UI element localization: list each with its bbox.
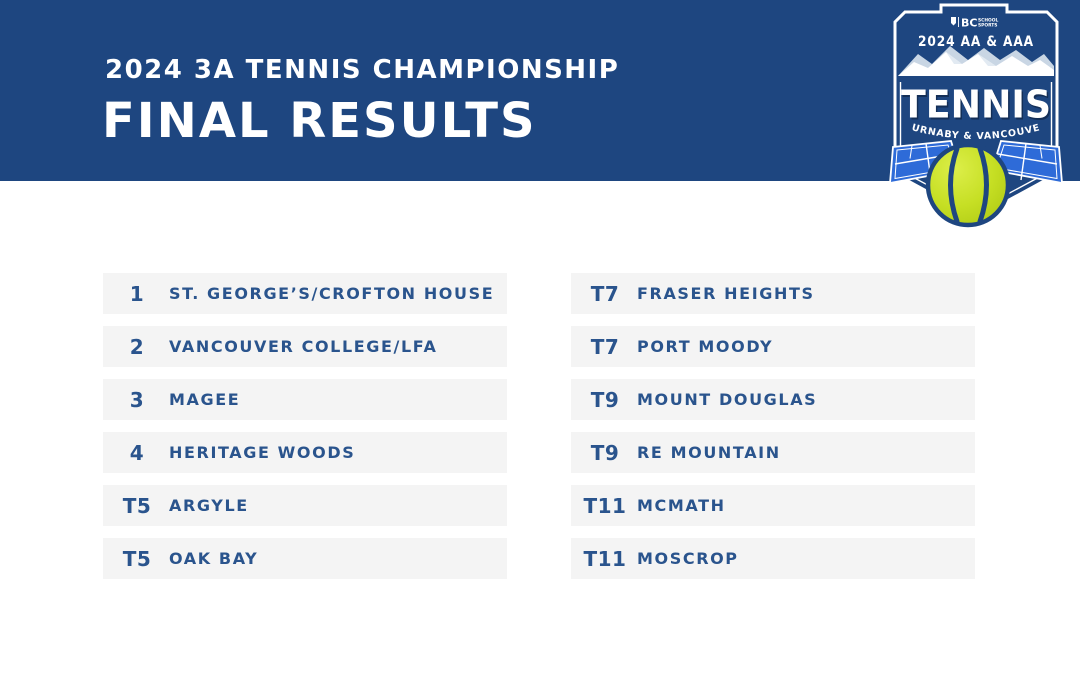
result-row: 2 VANCOUVER COLLEGE/LFA <box>103 326 507 367</box>
bcss-sports-label: SPORTS <box>978 23 997 29</box>
result-row: T5 ARGYLE <box>103 485 507 526</box>
result-row: T9 RE MOUNTAIN <box>571 432 975 473</box>
results-column-left: 1 ST. GEORGE’S/CROFTON HOUSE 2 VANCOUVER… <box>103 273 507 591</box>
bcss-crest-icon <box>951 17 959 27</box>
results-column-right: T7 FRASER HEIGHTS T7 PORT MOODY T9 MOUNT… <box>571 273 975 591</box>
badge-year-division: 2024 AA & AAA <box>918 34 1034 50</box>
rank-label: T9 <box>590 440 620 465</box>
badge-sport-shadow: TENNIS <box>903 85 1053 129</box>
rank-label: T5 <box>122 493 152 518</box>
tennis-court-right-graphic <box>990 140 1063 185</box>
rank-label: T5 <box>122 546 152 571</box>
school-name: PORT MOODY <box>637 337 774 356</box>
rank-label: T7 <box>590 281 620 306</box>
rank-label: 1 <box>129 281 145 306</box>
school-name: OAK BAY <box>169 549 259 568</box>
rank-label: T11 <box>583 493 627 518</box>
bcss-bc-label: BC <box>961 17 977 30</box>
school-name: ST. GEORGE’S/CROFTON HOUSE <box>169 284 495 303</box>
school-name: MCMATH <box>637 496 726 515</box>
rank-label: T7 <box>590 334 620 359</box>
rank-label: 2 <box>129 334 145 359</box>
page-title: FINAL RESULTS <box>102 93 537 149</box>
result-row: T7 PORT MOODY <box>571 326 975 367</box>
tennis-ball-icon <box>925 142 1011 228</box>
event-subtitle: 2024 3A TENNIS CHAMPIONSHIP <box>105 55 620 85</box>
mountains-graphic <box>898 46 1054 76</box>
school-name: HERITAGE WOODS <box>169 443 356 462</box>
rank-label: T11 <box>583 546 627 571</box>
school-name: FRASER HEIGHTS <box>637 284 815 303</box>
school-name: ARGYLE <box>169 496 249 515</box>
rank-label: 3 <box>129 387 145 412</box>
school-name: RE MOUNTAIN <box>637 443 781 462</box>
result-row: T9 MOUNT DOUGLAS <box>571 379 975 420</box>
school-name: MAGEE <box>169 390 241 409</box>
result-row: T11 MOSCROP <box>571 538 975 579</box>
bcss-school-label: SCHOOL <box>978 18 999 24</box>
result-row: T7 FRASER HEIGHTS <box>571 273 975 314</box>
result-row: T11 MCMATH <box>571 485 975 526</box>
badge-sport-label: TENNIS <box>901 83 1051 127</box>
school-name: MOSCROP <box>637 549 739 568</box>
result-row: 1 ST. GEORGE’S/CROFTON HOUSE <box>103 273 507 314</box>
result-row: T5 OAK BAY <box>103 538 507 579</box>
tournament-badge-logo: BC SCHOOL SPORTS 2024 AA & AAA TENNIS TE… <box>888 2 1063 228</box>
result-row: 4 HERITAGE WOODS <box>103 432 507 473</box>
rank-label: 4 <box>129 440 145 465</box>
rank-label: T9 <box>590 387 620 412</box>
school-name: VANCOUVER COLLEGE/LFA <box>169 337 438 356</box>
school-name: MOUNT DOUGLAS <box>637 390 818 409</box>
result-row: 3 MAGEE <box>103 379 507 420</box>
